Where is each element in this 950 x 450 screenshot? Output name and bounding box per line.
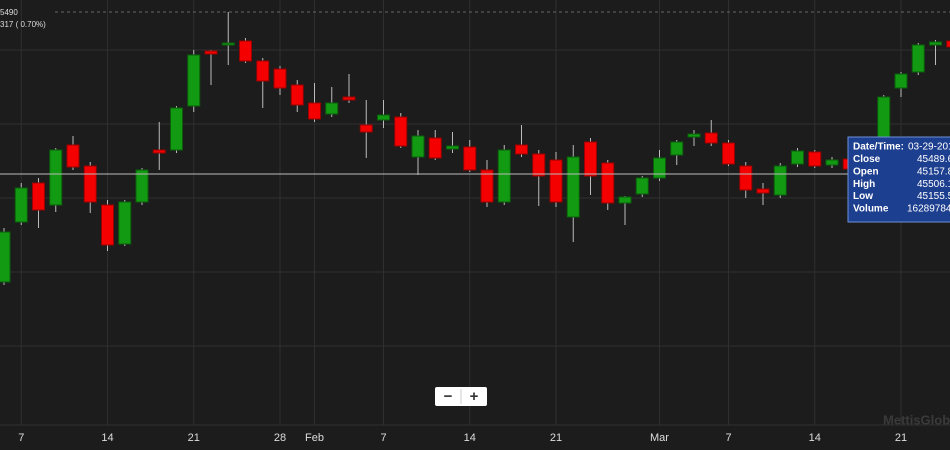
x-tick-label: 7 [725,432,731,444]
x-tick-label: 21 [188,432,200,444]
candle-body [446,145,459,150]
tooltip-label: Volume [853,204,889,215]
candle-body [135,169,149,203]
candle-body [428,137,442,159]
tooltip-label: Close [853,154,881,165]
candle-body [325,102,339,115]
x-tick-label: Mar [650,432,669,444]
x-tick-label: Feb [305,432,324,444]
candle-body [463,146,477,171]
header-price: 5490 [0,8,18,17]
tooltip-value: 45506.1 [917,179,950,190]
candle-body [894,73,908,89]
candle-body [497,149,511,203]
candle-body [825,159,839,166]
candle-body [532,153,546,177]
candle-body [601,162,615,204]
candle-body [0,231,11,283]
candle-body [14,187,28,223]
watermark: MettisGlob [883,412,950,427]
tooltip: Date/Time: 03-29-201 Close 45489.6 Open 45157… [847,136,950,223]
candle-body [704,132,718,144]
candle-body [256,60,270,82]
tooltip-label: Date/Time: [853,142,904,153]
x-tick-label: 7 [18,432,24,444]
candle-body [308,102,321,120]
candle-body [584,141,597,177]
candle-body [49,149,63,206]
candle-body [635,177,649,195]
x-tick-label: 14 [464,432,476,444]
candle-body [911,44,925,73]
candle-body [377,114,390,121]
candle-body [290,84,304,106]
x-tick-label: 21 [550,432,562,444]
candle-body [359,124,373,133]
x-tick-label: 14 [809,432,821,444]
tooltip-label: Open [853,166,879,177]
tooltip-box [847,136,950,223]
x-tick-label: 7 [380,432,386,444]
candle-body [273,68,287,89]
candles [0,12,950,285]
candle-body [549,159,563,203]
tooltip-value: 16289784 [907,204,950,215]
candle-body [946,40,950,48]
candle-body [204,50,218,55]
candle-body [118,201,132,245]
tooltip-value: 45155.5 [917,191,950,202]
candle-body [618,196,632,204]
zoom-controls: − + [435,387,487,406]
tooltip-label: High [853,179,875,190]
tooltip-value: 45157.8 [917,166,950,177]
candle-body [756,188,770,194]
candle-body [722,142,735,165]
header-change: 317 ( 0.70%) [0,20,46,29]
candle-body [152,149,166,154]
candle-body [394,116,408,147]
candle-body [83,165,97,203]
candle-body [170,107,183,151]
x-tick-label: 21 [895,432,907,444]
x-tick-label: 14 [101,432,113,444]
zoom-in[interactable]: + [470,388,479,405]
tooltip-value: 03-29-201 [908,142,950,153]
candle-body [791,150,804,165]
candle-body [239,40,252,62]
candle-body [480,169,494,203]
zoom-out[interactable]: − [444,388,453,405]
candle-body [929,41,942,46]
tooltip-label: Low [853,191,873,202]
x-axis: 7 14 21 28 Feb 7 14 21 Mar 7 14 21 [18,432,907,444]
candle-body [101,204,114,246]
candle-body [808,151,822,167]
candle-body [32,182,45,211]
candle-body [739,165,753,191]
candle-body [66,144,80,168]
candle-body [773,165,787,196]
candle-body [653,157,666,179]
candle-body [342,96,356,101]
candle-body [187,54,201,107]
candle-body [515,144,528,155]
x-tick-label: 28 [274,432,286,444]
candle-body [670,141,684,156]
tooltip-value: 45489.6 [917,154,950,165]
h-grid [0,49,950,426]
candle-body [687,133,701,138]
candle-body [411,135,425,158]
candle-body [221,42,235,46]
candle-body [566,156,580,218]
